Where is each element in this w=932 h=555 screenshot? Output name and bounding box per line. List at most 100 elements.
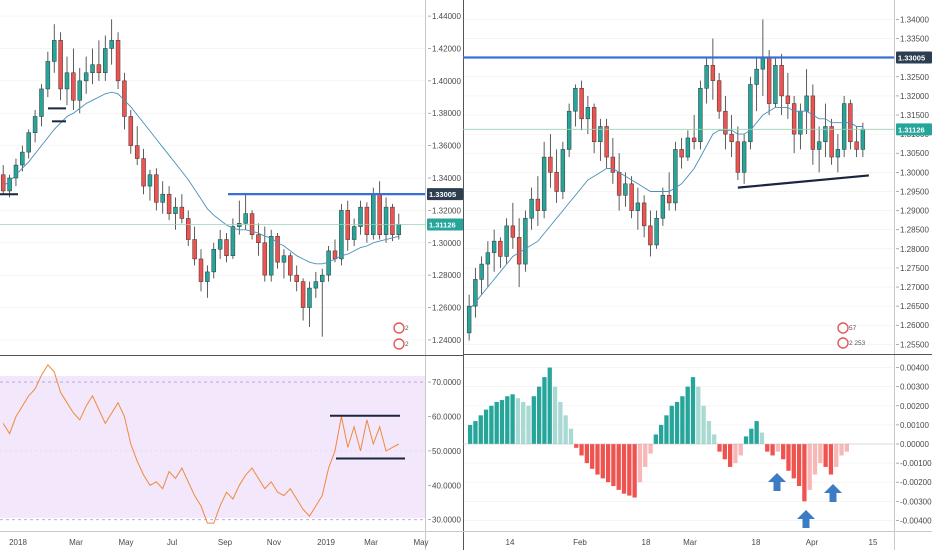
daily-candle [698,88,703,143]
histogram-bar [499,400,505,444]
histogram-bar [611,444,616,487]
histogram-bar [823,444,828,467]
histogram-tick-label: -0.00100 [900,459,932,468]
histogram-bar [659,424,664,444]
weekly-x-tick-label: Mar [364,538,378,547]
daily-candle [504,225,509,257]
histogram-bar [521,401,526,444]
daily-x-tick-label: 15 [869,538,878,547]
right-bottom-indicator-badge-icon [837,337,849,349]
weekly-candle [166,193,172,214]
weekly-candle [237,223,242,227]
histogram-bar [727,444,733,467]
daily-candle [516,237,522,265]
daily-candle [679,149,684,158]
daily-x-tick-label: 18 [642,538,651,547]
daily-candle [754,68,759,85]
daily-candle [835,149,841,158]
daily-candle [860,128,866,150]
weekly-candle [128,116,134,146]
histogram-tick-label: -0.00300 [900,497,932,506]
daily-candle [841,103,847,150]
histogram-bar [775,444,781,452]
daily-price-tick-label: 1.32500 [900,73,929,82]
daily-candle [529,198,534,219]
left-bottom-indicator-badge: 2 [405,341,409,348]
daily-candle [560,149,566,192]
daily-candle [591,107,597,143]
histogram-bar [680,396,685,444]
daily-histogram-chart [463,367,894,502]
weekly-candle [103,48,108,74]
weekly-candle [26,132,31,153]
left-top-indicator-badge: 2 [405,325,409,332]
left-bottom-indicator-badge-icon [393,338,405,350]
histogram-bar [574,444,579,448]
weekly-candle [339,210,344,260]
histogram-tick-label: 0.00100 [900,421,929,430]
histogram-bar [653,434,658,444]
daily-candle [660,195,666,219]
weekly-candle [186,218,191,240]
weekly-candle [313,281,319,289]
weekly-x-tick-label: Nov [267,538,281,547]
daily-candle [785,95,791,104]
histogram-bar [510,394,515,444]
daily-candle [741,141,747,173]
right-top-indicator-badge-icon [837,322,849,334]
weekly-candle [192,239,197,260]
histogram-bar [706,421,712,444]
weekly-candle [262,242,268,276]
histogram-bar [584,444,590,464]
weekly-price-tick-label: 1.34000 [432,174,461,183]
left-top-indicator-badge-icon [393,322,405,334]
histogram-bar [478,415,483,444]
daily-candle [773,65,778,104]
daily-price-tick-label: 1.25500 [900,340,929,349]
daily-candle [535,198,541,211]
weekly-candle [230,226,236,256]
histogram-bar [473,421,478,444]
weekly-x-tick-label: 2018 [9,538,27,547]
histogram-bar [722,444,727,460]
daily-current-price-label: 1.31126 [898,125,925,134]
weekly-candle [58,40,63,90]
daily-price-tick-label: 1.30000 [900,168,929,177]
weekly-candle [83,72,89,82]
daily-candle [704,65,709,89]
weekly-candle [294,274,299,282]
histogram-bar [844,444,849,452]
daily-x-tick-label: Apr [806,538,819,547]
daily-candle [823,126,828,143]
weekly-candle [390,206,395,235]
histogram-bar [765,444,770,452]
weekly-candle [20,151,25,166]
weekly-price-tick-label: 1.44000 [432,12,461,21]
weekly-candle [358,206,363,227]
weekly-price-tick-label: 1.24000 [432,336,461,345]
weekly-price-tick-label: 1.32000 [432,206,461,215]
daily-candle [585,107,591,120]
daily-support-trendline [737,174,869,189]
histogram-bar [563,415,568,444]
daily-candle [641,202,647,227]
histogram-bar [828,444,834,475]
up-arrow-icon [768,473,786,491]
daily-candle [816,141,822,150]
daily-candle [673,149,678,204]
histogram-bar [637,444,643,483]
daily-candle [760,57,766,70]
rsi-line [2,364,400,524]
weekly-candle [364,206,370,235]
histogram-tick-label: 0.00300 [900,383,929,392]
daily-price-tick-label: 1.33500 [900,35,929,44]
weekly-candle [224,239,229,256]
daily-candle [510,225,516,238]
daily-candle [491,240,497,253]
daily-resistance-price-label: 1.33005 [898,53,925,62]
histogram-bar [489,405,494,444]
daily-candle [723,110,728,135]
histogram-bar [515,398,521,444]
daily-price-tick-label: 1.31500 [900,111,929,120]
